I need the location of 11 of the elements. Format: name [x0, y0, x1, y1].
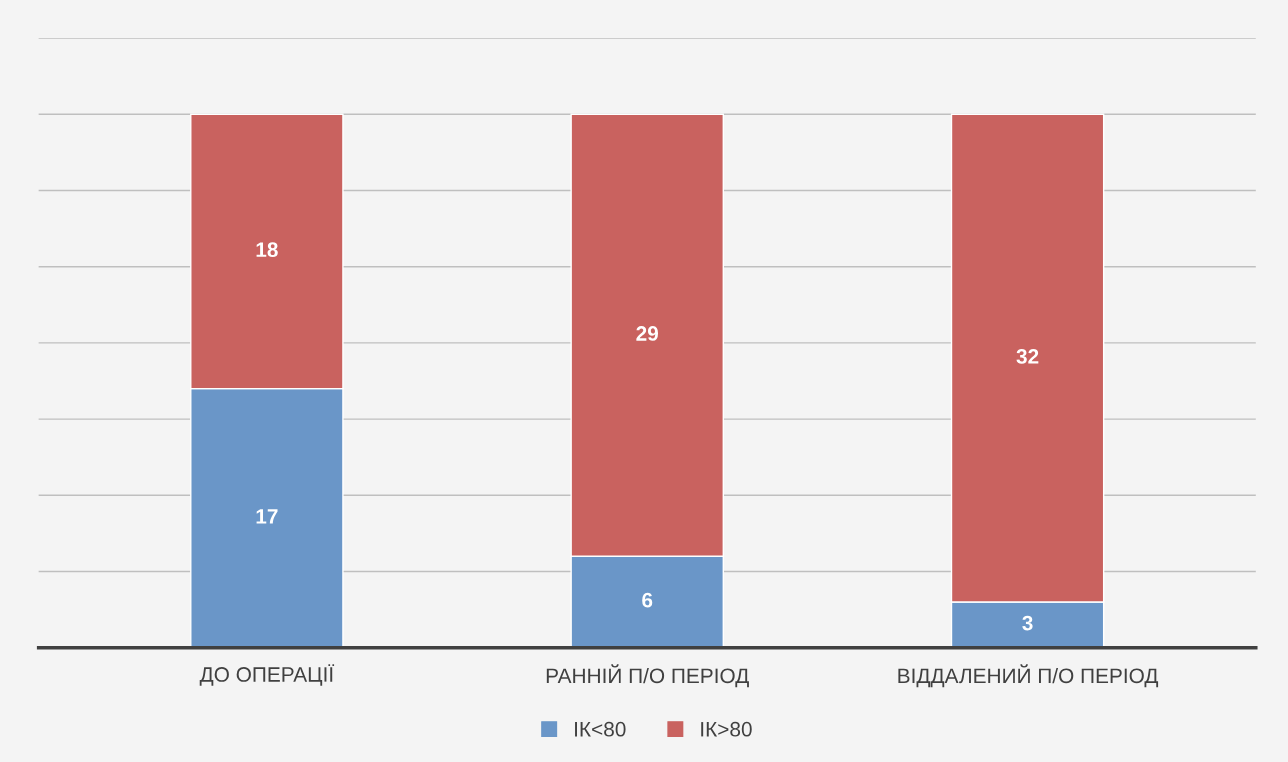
data-label: 17 — [256, 509, 278, 524]
legend-label: ІК<80 — [575, 721, 626, 737]
x-tick-label: ДО ОПЕРАЦІЇ — [199, 664, 335, 686]
legend-label: ІК>80 — [701, 721, 752, 737]
x-tick-label: ВІДДАЛЕНИЙ П/О ПЕРІОД — [898, 664, 1159, 688]
data-label: 3 — [1022, 615, 1033, 631]
data-label: 6 — [642, 592, 653, 608]
x-tick-label: РАННІЙ П/О ПЕРІОД — [546, 664, 749, 688]
data-label: 18 — [256, 242, 278, 258]
data-label: 29 — [636, 326, 659, 341]
data-label: 32 — [1016, 348, 1039, 364]
